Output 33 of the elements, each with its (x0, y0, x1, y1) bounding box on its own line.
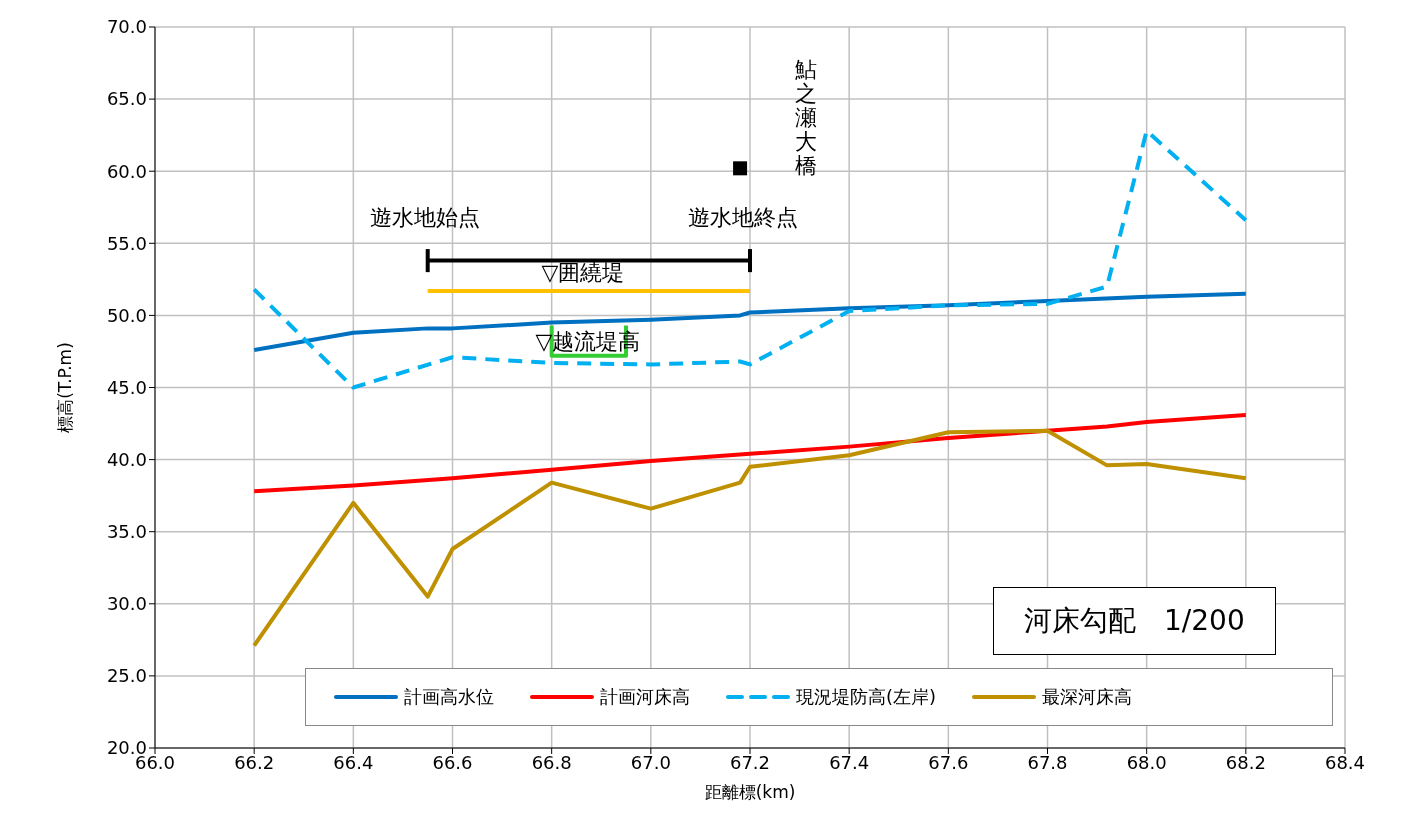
y-tick-label: 30.0 (106, 593, 147, 615)
x-tick-label: 67.2 (729, 751, 771, 773)
y-tick-label: 35.0 (106, 521, 147, 543)
annotation: 鮎之瀬大橋 (794, 57, 818, 178)
legend-label: 最深河床高 (1042, 685, 1133, 709)
x-tick-label: 68.2 (1225, 751, 1266, 773)
x-tick-label: 67.4 (829, 751, 870, 773)
x-tick-label: 66.6 (432, 751, 473, 773)
x-tick-label: 68.4 (1324, 751, 1366, 773)
x-tick-label: 66.4 (333, 751, 374, 773)
annotation: 河床勾配 1/200 (993, 587, 1276, 655)
x-tick-label: 66.2 (234, 751, 275, 773)
x-tick-label: 67.8 (1027, 751, 1068, 773)
y-tick-label: 65.0 (106, 88, 147, 110)
x-tick-label: 68.0 (1126, 751, 1167, 773)
legend-label: 計画河床高 (600, 685, 690, 709)
annotation: 遊水地終点 (688, 204, 798, 232)
y-tick-label: 40.0 (106, 448, 147, 470)
y-tick-label: 25.0 (106, 665, 147, 687)
y-axis-title: 標高(T.P.m) (55, 342, 76, 433)
x-tick-label: 67.0 (630, 751, 671, 773)
x-tick-label: 66.8 (531, 751, 572, 773)
legend-label: 計画高水位 (404, 685, 494, 709)
y-tick-label: 55.0 (106, 232, 147, 254)
y-tick-label: 45.0 (106, 376, 147, 398)
annotation: 遊水地始点 (370, 204, 480, 232)
x-tick-label: 67.6 (928, 751, 969, 773)
legend-label: 現況堤防高(左岸) (796, 685, 937, 709)
annotation: ▽囲繞堤 (541, 259, 625, 287)
x-axis-title: 距離標(km) (704, 782, 796, 802)
y-tick-label: 50.0 (106, 304, 147, 326)
y-tick-label: 60.0 (106, 160, 147, 182)
y-tick-label: 70.0 (106, 16, 147, 38)
